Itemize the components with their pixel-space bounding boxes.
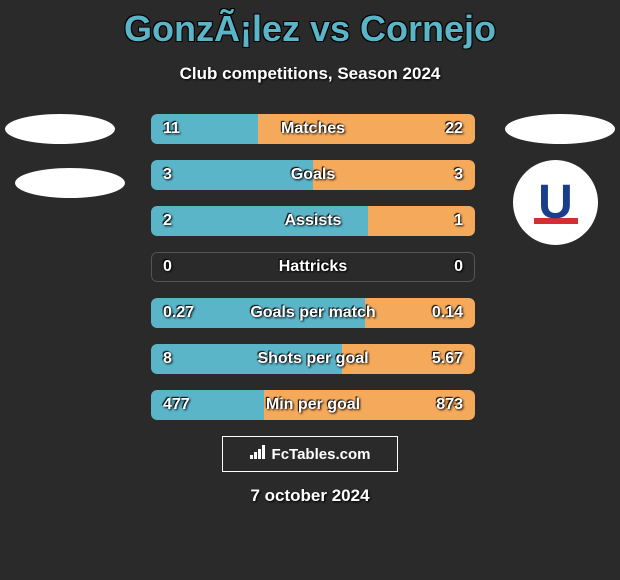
stat-row: 11Matches22 [151,114,475,144]
stat-value-right: 5.67 [432,350,463,368]
stat-label: Matches [151,120,475,138]
stat-row: 477Min per goal873 [151,390,475,420]
stat-rows: 11Matches22 3Goals3 2Assists1 0Hattricks0 0.… [145,114,475,420]
chart-icon [250,445,268,464]
stat-row: 0Hattricks0 [151,252,475,282]
stat-value-right: 0.14 [432,304,463,322]
stat-label: Goals [151,166,475,184]
stat-row: 0.27Goals per match0.14 [151,298,475,328]
subtitle: Club competitions, Season 2024 [0,64,620,84]
player-left-placeholder-2 [15,168,125,198]
stat-value-right: 22 [445,120,463,138]
footer-date: 7 october 2024 [0,486,620,506]
stat-label: Assists [151,212,475,230]
club-badge: U [513,160,598,245]
stats-area: U 11Matches223Goals32Assists10Hattricks0… [0,114,620,420]
player-right-placeholder [505,114,615,144]
stat-value-right: 0 [454,258,463,276]
stat-value-right: 873 [436,396,463,414]
brand-logo: FcTables.com [222,436,398,472]
brand-text: FcTables.com [272,446,371,463]
stat-row: 2Assists1 [151,206,475,236]
stat-label: Min per goal [151,396,475,414]
stat-value-right: 1 [454,212,463,230]
stat-label: Hattricks [151,258,475,276]
stat-row: 3Goals3 [151,160,475,190]
player-left-placeholder-1 [5,114,115,144]
stat-row: 8Shots per goal5.67 [151,344,475,374]
club-badge-letter: U [538,175,573,230]
stat-label: Shots per goal [151,350,475,368]
page-title: GonzÃ¡lez vs Cornejo [0,0,620,50]
stat-label: Goals per match [151,304,475,322]
stat-value-right: 3 [454,166,463,184]
